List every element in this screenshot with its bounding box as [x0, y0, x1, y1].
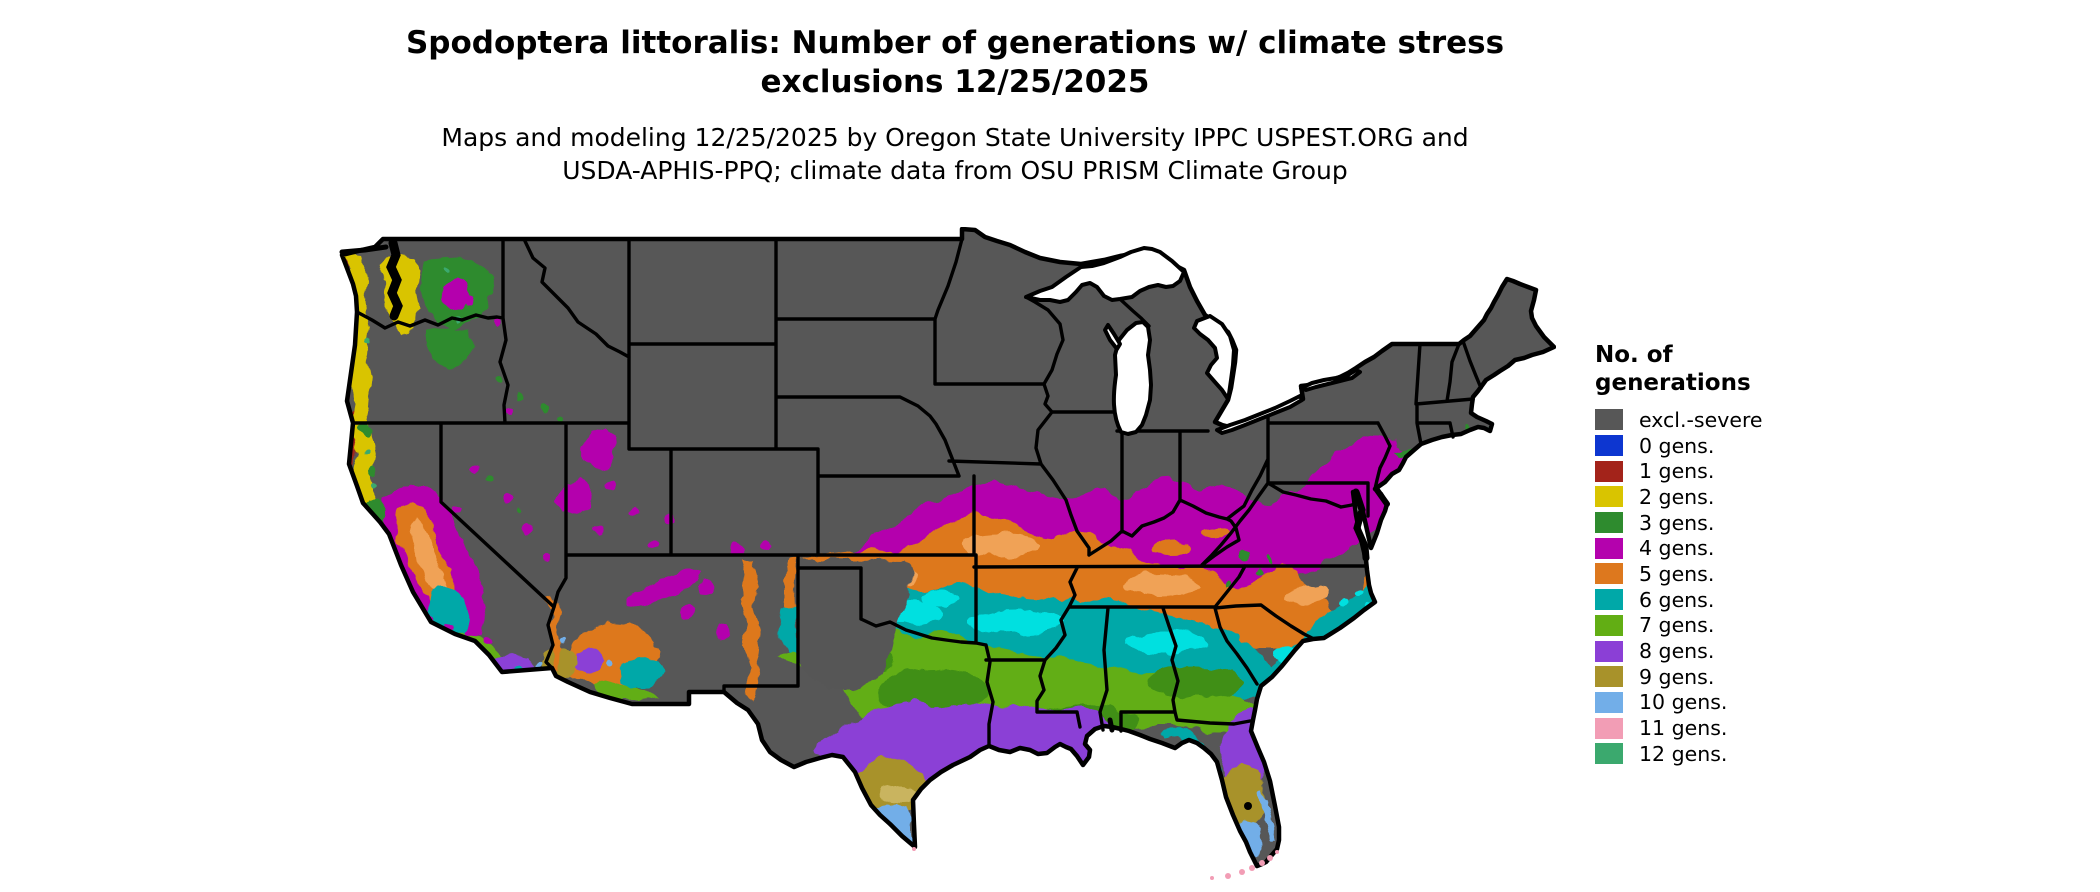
map-subtitle: Maps and modeling 12/25/2025 by Oregon S… [0, 121, 1910, 187]
legend-swatch-5-gens [1595, 563, 1623, 585]
legend-row-1-gens: 1 gens. [1595, 458, 1835, 484]
legend-row-12-gens: 12 gens. [1595, 741, 1835, 767]
legend-swatch-11-gens [1595, 717, 1623, 739]
lake-huron [1192, 314, 1236, 401]
legend-row-10-gens: 10 gens. [1595, 690, 1835, 716]
legend-swatch-6-gens [1595, 589, 1623, 611]
mobile-bay [1107, 717, 1115, 733]
region-4-gens-columbia-basin [442, 279, 470, 311]
legend-title-line1: No. of [1595, 342, 1673, 368]
region-6-gens-arizona [618, 655, 664, 689]
legend-swatch-1-gens [1595, 460, 1623, 482]
region-10-gens-fl-eastcoast [1258, 788, 1276, 841]
legend-label: 2 gens. [1639, 484, 1715, 509]
legend-swatch-12-gens [1595, 743, 1623, 765]
strait-juan-de-fuca [339, 244, 389, 255]
legend-swatch-4-gens [1595, 537, 1623, 559]
lake-okeechobee [1244, 802, 1252, 810]
legend-label: 3 gens. [1639, 510, 1715, 535]
legend-label: 0 gens. [1639, 433, 1715, 458]
legend-row-2-gens: 2 gens. [1595, 484, 1835, 510]
lake-superior [1024, 246, 1186, 304]
legend-label: excl.-severe [1639, 407, 1763, 432]
lake-michigan [1111, 320, 1153, 436]
great-lakes [1024, 246, 1362, 436]
region-excluded-west-texas [795, 558, 913, 690]
legend-title: No. of generations [1595, 341, 1835, 397]
us-generations-map [332, 227, 1556, 887]
lake-ontario [1299, 368, 1362, 392]
region-10-gens-az-dots [559, 638, 615, 667]
legend-swatch-8-gens [1595, 640, 1623, 662]
legend-row-11-gens: 11 gens. [1595, 715, 1835, 741]
legend-label: 11 gens. [1639, 716, 1728, 741]
state-borders [351, 237, 1483, 748]
legend-label: 5 gens. [1639, 561, 1715, 586]
region-4-gens-or-id-dots [465, 295, 514, 416]
region-11-gens-keys [912, 847, 1279, 880]
legend-row-8-gens: 8 gens. [1595, 638, 1835, 664]
region-9-gens-socal [507, 672, 551, 702]
legend-label: 4 gens. [1639, 536, 1715, 561]
legend-label: 10 gens. [1639, 690, 1728, 715]
region-9-gens-light [880, 787, 920, 803]
legend-row-3-gens: 3 gens. [1595, 510, 1835, 536]
legend-swatch-excl-severe [1595, 409, 1623, 431]
water-inlets [339, 238, 1390, 733]
legend-row-4-gens: 4 gens. [1595, 535, 1835, 561]
delaware-bay [1374, 487, 1390, 507]
region-5-gens-colorado-river [545, 597, 562, 671]
map-title: Spodoptera littoralis: Number of generat… [0, 24, 1910, 102]
legend-label: 6 gens. [1639, 587, 1715, 612]
legend-items: excl.-severe 0 gens. 1 gens. 2 gens. 3 g… [1595, 407, 1835, 767]
legend-label: 1 gens. [1639, 459, 1715, 484]
legend-row-5-gens: 5 gens. [1595, 561, 1835, 587]
map-subtitle-line2: USDA-APHIS-PPQ; climate data from OSU PR… [562, 156, 1348, 185]
chesapeake-bay [1352, 488, 1370, 562]
legend-label: 9 gens. [1639, 664, 1715, 689]
legend-row-7-gens: 7 gens. [1595, 613, 1835, 639]
legend-label: 7 gens. [1639, 613, 1715, 638]
legend-swatch-3-gens [1595, 512, 1623, 534]
puget-sound [386, 238, 403, 321]
legend-swatch-10-gens [1595, 691, 1623, 713]
legend-row-9-gens: 9 gens. [1595, 664, 1835, 690]
map-legend: No. of generations excl.-severe 0 gens. … [1595, 341, 1835, 767]
lake-erie [1215, 394, 1304, 435]
map-subtitle-line1: Maps and modeling 12/25/2025 by Oregon S… [441, 123, 1469, 152]
region-5-gens-rio-grande [740, 560, 760, 698]
legend-swatch-7-gens [1595, 614, 1623, 636]
legend-row-6-gens: 6 gens. [1595, 587, 1835, 613]
us-map-svg [339, 227, 1556, 880]
legend-swatch-2-gens [1595, 486, 1623, 508]
legend-title-line2: generations [1595, 370, 1751, 396]
legend-label: 8 gens. [1639, 639, 1715, 664]
region-5-gens-inner-patches [1152, 526, 1227, 556]
legend-label: 12 gens. [1639, 741, 1728, 766]
legend-swatch-0-gens [1595, 435, 1623, 457]
region-5-gens-cv-light [408, 517, 448, 601]
region-8-gens-arizona [576, 647, 606, 673]
green-bay [1103, 323, 1122, 351]
map-title-line1: Spodoptera littoralis: Number of generat… [405, 25, 1505, 61]
region-4-gens-mogollon [628, 568, 700, 610]
map-title-line2: exclusions 12/25/2025 [760, 64, 1150, 100]
legend-row-excl-severe: excl.-severe [1595, 407, 1835, 433]
legend-row-0-gens: 0 gens. [1595, 433, 1835, 459]
legend-swatch-9-gens [1595, 666, 1623, 688]
